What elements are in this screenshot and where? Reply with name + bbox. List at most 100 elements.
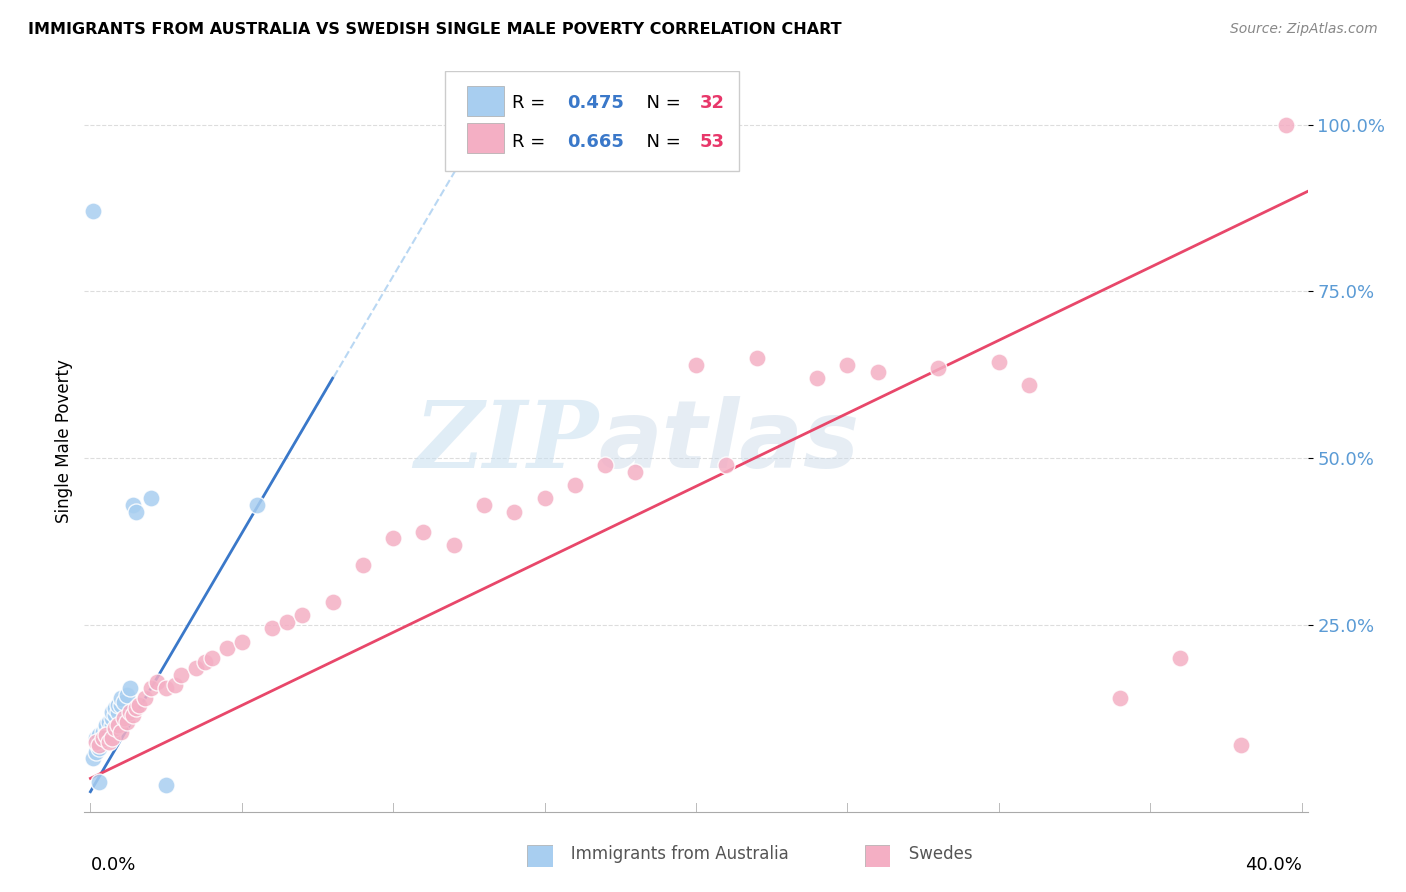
Point [443,538,465,552]
Text: 40.0%: 40.0% [1244,856,1302,874]
Point [155,778,177,792]
Point [125,505,148,519]
Point [412,524,434,539]
FancyBboxPatch shape [467,123,503,153]
Text: R =: R = [513,95,551,112]
Point [533,491,555,506]
Point [194,655,217,669]
Point [125,701,148,715]
Point [322,594,344,608]
Point [837,358,859,372]
Point [86,734,108,748]
Text: 0.0%: 0.0% [90,856,136,874]
Point [128,698,150,712]
Point [806,371,828,385]
Point [97,734,120,748]
Point [104,722,127,736]
Text: Source: ZipAtlas.com: Source: ZipAtlas.com [1230,22,1378,37]
Point [82,204,104,219]
Point [91,731,114,746]
Point [118,705,141,719]
Point [107,705,129,719]
Point [716,458,738,472]
FancyBboxPatch shape [446,71,738,171]
Text: N =: N = [636,133,686,151]
Point [564,478,586,492]
Point [231,634,253,648]
Point [110,691,132,706]
Text: N =: N = [636,95,686,112]
Point [146,674,169,689]
Point [100,731,122,746]
Point [86,731,108,746]
Point [107,698,129,712]
Point [94,728,117,742]
Point [89,738,111,752]
Point [97,724,120,739]
Point [382,531,405,545]
Point [685,358,707,372]
Text: atlas: atlas [598,395,859,488]
Y-axis label: Single Male Poverty: Single Male Poverty [55,359,73,524]
Point [1230,738,1253,752]
Text: Immigrants from Australia: Immigrants from Australia [534,846,789,863]
Point [118,681,141,696]
Point [215,641,238,656]
Text: ZIP: ZIP [413,397,598,486]
Point [112,711,135,725]
Text: 32: 32 [700,95,724,112]
Point [1275,118,1298,132]
Point [89,734,111,748]
Point [100,705,122,719]
Text: Swedes: Swedes [872,846,973,863]
Text: 53: 53 [700,133,724,151]
Point [262,621,284,635]
Point [593,458,616,472]
Point [110,698,132,712]
Point [110,724,132,739]
Point [134,691,156,706]
Point [1018,377,1040,392]
Point [745,351,768,366]
Point [155,681,177,696]
Text: 0.665: 0.665 [568,133,624,151]
Point [291,607,314,622]
Point [89,774,111,789]
Point [97,714,120,729]
Point [115,714,138,729]
Point [89,741,111,756]
Point [987,354,1010,368]
Point [104,708,127,723]
FancyBboxPatch shape [467,87,503,116]
Point [121,708,143,723]
Text: IMMIGRANTS FROM AUSTRALIA VS SWEDISH SINGLE MALE POVERTY CORRELATION CHART: IMMIGRANTS FROM AUSTRALIA VS SWEDISH SIN… [28,22,842,37]
Point [86,745,108,759]
Point [104,701,127,715]
Point [246,498,269,512]
Point [107,718,129,732]
Point [112,695,135,709]
Point [170,668,193,682]
Point [200,651,222,665]
Point [94,718,117,732]
Point [352,558,374,572]
Point [186,661,208,675]
Text: 0.475: 0.475 [568,95,624,112]
Point [624,465,647,479]
Point [1170,651,1192,665]
Point [866,364,889,378]
Point [121,498,143,512]
Point [100,711,122,725]
Point [89,728,111,742]
Point [139,681,162,696]
Point [1108,691,1130,706]
Point [91,731,114,746]
Point [165,678,187,692]
Point [503,505,526,519]
Point [94,728,117,742]
Point [94,722,117,736]
Text: R =: R = [513,133,551,151]
Point [927,361,949,376]
Point [276,615,298,629]
Point [91,724,114,739]
